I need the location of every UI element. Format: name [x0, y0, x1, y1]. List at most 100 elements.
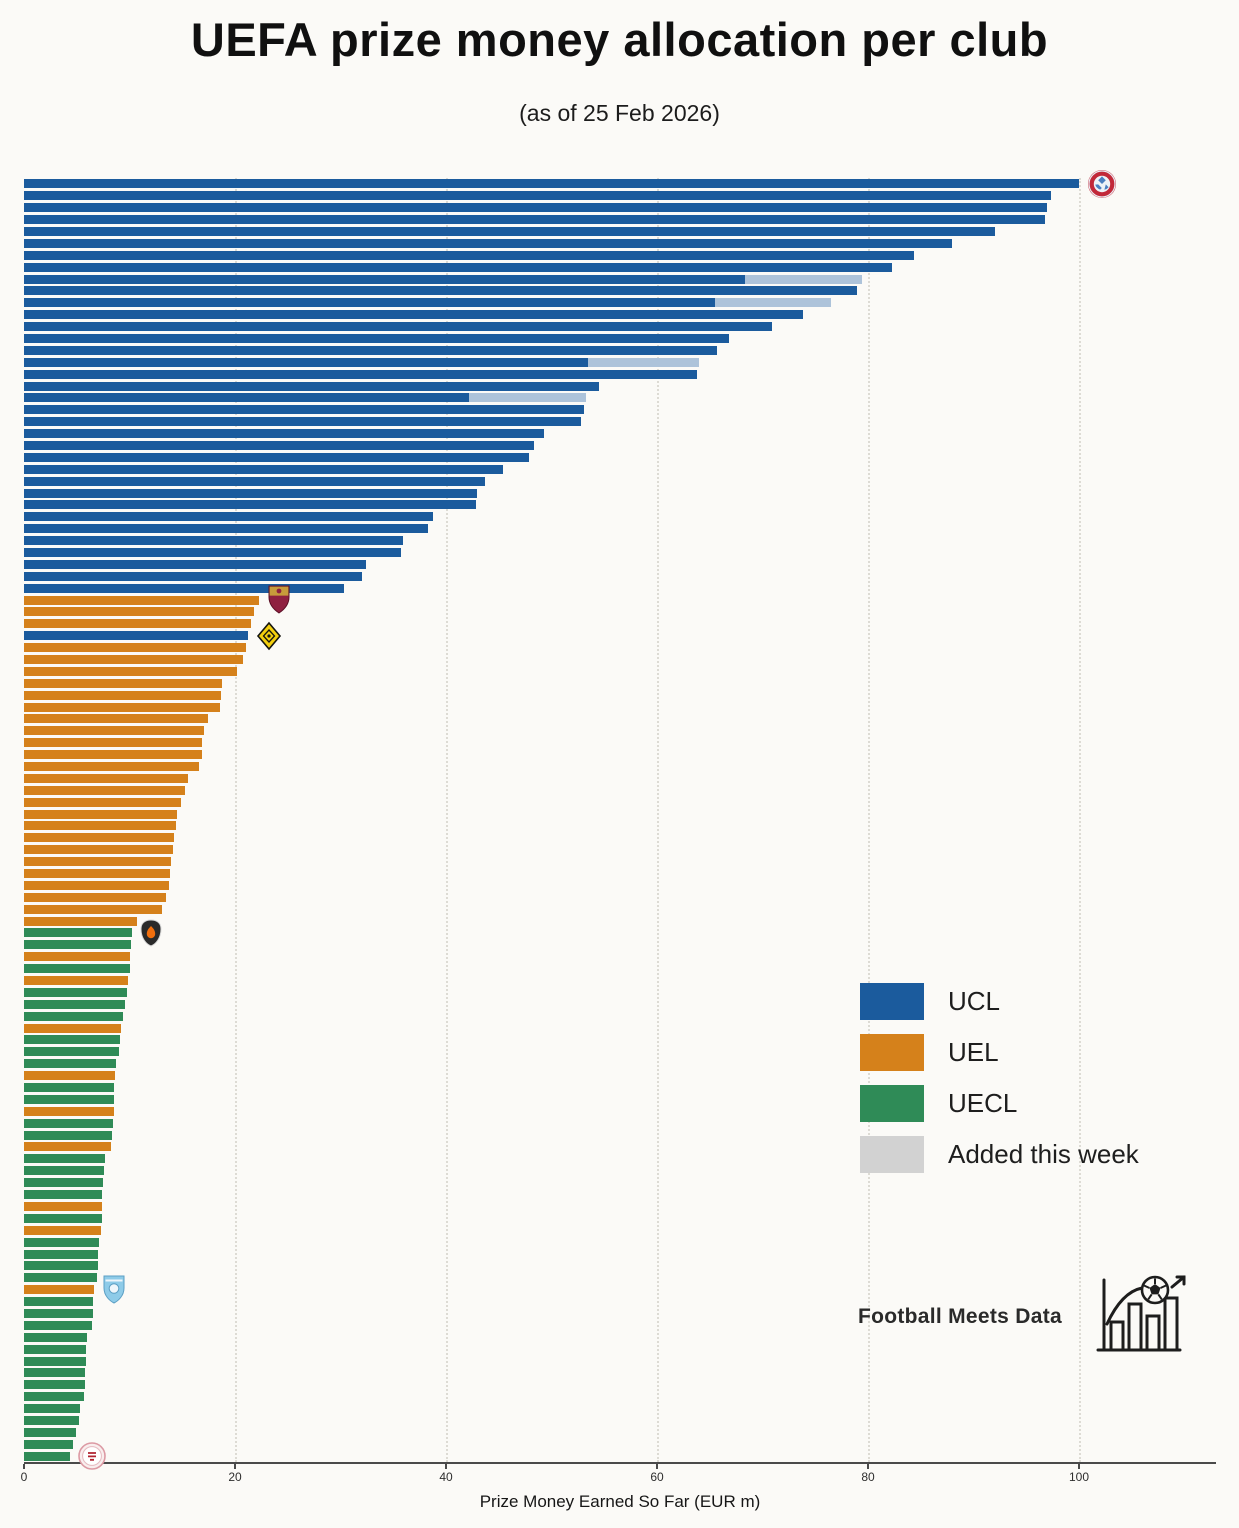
prize-bar-19-ucl — [24, 393, 587, 403]
bar-segment-uel — [24, 1023, 122, 1033]
bar-segment-uel — [24, 1142, 111, 1152]
bar-segment-ucl — [24, 440, 534, 450]
bar-segment-uel — [24, 797, 182, 807]
bar-segment-uel — [24, 1225, 101, 1235]
prize-bar-5-ucl — [24, 226, 995, 236]
prize-bar-33-ucl — [24, 559, 366, 569]
bar-segment-uecl — [24, 1404, 80, 1414]
bar-segment-uel — [24, 976, 129, 986]
gridline-60 — [657, 178, 659, 1462]
x-axis-label: Prize Money Earned So Far (EUR m) — [479, 1492, 761, 1511]
prize-bar-59-uel — [24, 869, 170, 879]
prize-bar-62-uel — [24, 904, 163, 914]
legend-item-ucl: UCL — [860, 983, 1139, 1020]
bar-segment-uel — [24, 702, 221, 712]
bar-segment-ucl — [24, 262, 893, 272]
bar-segment-uel — [24, 750, 203, 760]
bar-segment-uel — [24, 666, 238, 676]
prize-bar-86-uecl — [24, 1190, 103, 1200]
prize-bar-50-uel — [24, 762, 200, 771]
prize-bar-61-uel — [24, 892, 167, 902]
x-tick-40 — [445, 1464, 447, 1469]
prize-bar-51-uel — [24, 773, 188, 783]
prize-bar-39-ucl — [24, 631, 248, 641]
brand-text: Football Meets Data — [857, 1305, 1062, 1328]
bar-segment-ucl — [24, 333, 729, 343]
x-axis-line — [24, 1462, 1216, 1464]
bar-segment-ucl — [24, 250, 915, 260]
added-this-week-segment — [588, 357, 700, 367]
legend-label: UECL — [948, 1088, 1018, 1118]
prize-bar-103-uecl — [24, 1392, 85, 1402]
legend-label: Added this week — [948, 1139, 1139, 1169]
prize-bar-15-ucl — [24, 345, 718, 355]
prize-bar-49-uel — [24, 750, 203, 760]
prize-bar-65-uecl — [24, 940, 131, 950]
bar-segment-uecl — [24, 1356, 87, 1366]
bar-segment-ucl — [24, 512, 434, 522]
bar-segment-uecl — [24, 1451, 71, 1461]
bar-segment-uecl — [24, 1011, 124, 1021]
bar-segment-ucl — [24, 345, 718, 355]
prize-bar-94-uel — [24, 1285, 94, 1295]
bar-segment-ucl — [24, 203, 1048, 213]
prize-bar-102-uecl — [24, 1380, 86, 1390]
x-tick-label-0: 0 — [20, 1470, 28, 1484]
prize-bar-66-uel — [24, 952, 130, 962]
x-tick-60 — [656, 1464, 658, 1469]
bar-segment-ucl — [24, 215, 1046, 225]
bar-segment-ucl — [24, 310, 803, 320]
bar-segment-uecl — [24, 1035, 120, 1045]
prize-bar-101-uecl — [24, 1368, 86, 1378]
bar-segment-uecl — [24, 1190, 103, 1200]
prize-bar-90-uecl — [24, 1237, 99, 1247]
bar-segment-uecl — [24, 1178, 104, 1188]
prize-bar-84-uecl — [24, 1166, 105, 1176]
prize-bar-25-ucl — [24, 464, 503, 474]
prize-bar-85-uecl — [24, 1178, 104, 1188]
prize-bar-69-uecl — [24, 987, 128, 997]
prize-bar-29-ucl — [24, 512, 434, 522]
prize-bar-16-ucl — [24, 357, 700, 367]
prize-bar-64-uecl — [24, 928, 132, 938]
prize-bar-26-ucl — [24, 476, 486, 486]
bar-segment-uecl — [24, 1249, 98, 1259]
bar-segment-uel — [24, 607, 254, 617]
bar-segment-uel — [24, 690, 222, 700]
prize-bar-74-uecl — [24, 1047, 119, 1057]
x-tick-label-60: 60 — [650, 1470, 664, 1484]
prize-bar-24-ucl — [24, 452, 530, 462]
bar-segment-ucl — [24, 393, 470, 403]
bar-segment-uel — [24, 904, 163, 914]
bar-segment-uecl — [24, 964, 130, 974]
prize-bar-11-ucl — [24, 298, 832, 308]
prize-bar-91-uecl — [24, 1249, 98, 1259]
prize-bar-97-uecl — [24, 1320, 92, 1330]
bar-segment-uecl — [24, 1392, 85, 1402]
x-tick-label-80: 80 — [861, 1470, 875, 1484]
bar-segment-ucl — [24, 559, 366, 569]
bar-segment-uel — [24, 833, 174, 843]
prize-bar-8-ucl — [24, 262, 893, 272]
bar-segment-uel — [24, 726, 205, 736]
bar-segment-ucl — [24, 571, 362, 581]
bar-segment-uecl — [24, 1332, 88, 1342]
prize-bar-7-ucl — [24, 250, 915, 260]
prize-bar-56-uel — [24, 833, 174, 843]
prize-bar-70-uecl — [24, 999, 126, 1009]
prize-bar-87-uel — [24, 1201, 103, 1211]
prize-bar-35-ucl — [24, 583, 344, 593]
bar-segment-uecl — [24, 999, 126, 1009]
bayern-munich-crest — [1087, 169, 1117, 199]
bar-segment-uel — [24, 738, 203, 748]
legend: UCL UEL UECL Added this week — [860, 983, 1139, 1187]
prize-bar-98-uecl — [24, 1332, 88, 1342]
bar-segment-ucl — [24, 191, 1051, 201]
bar-segment-uecl — [24, 1213, 103, 1223]
chart-title: UEFA prize money allocation per club — [190, 13, 1049, 66]
bar-segment-uecl — [24, 1439, 73, 1449]
prize-bar-96-uecl — [24, 1308, 93, 1318]
bar-segment-ucl — [24, 417, 582, 427]
bar-segment-uecl — [24, 928, 132, 938]
